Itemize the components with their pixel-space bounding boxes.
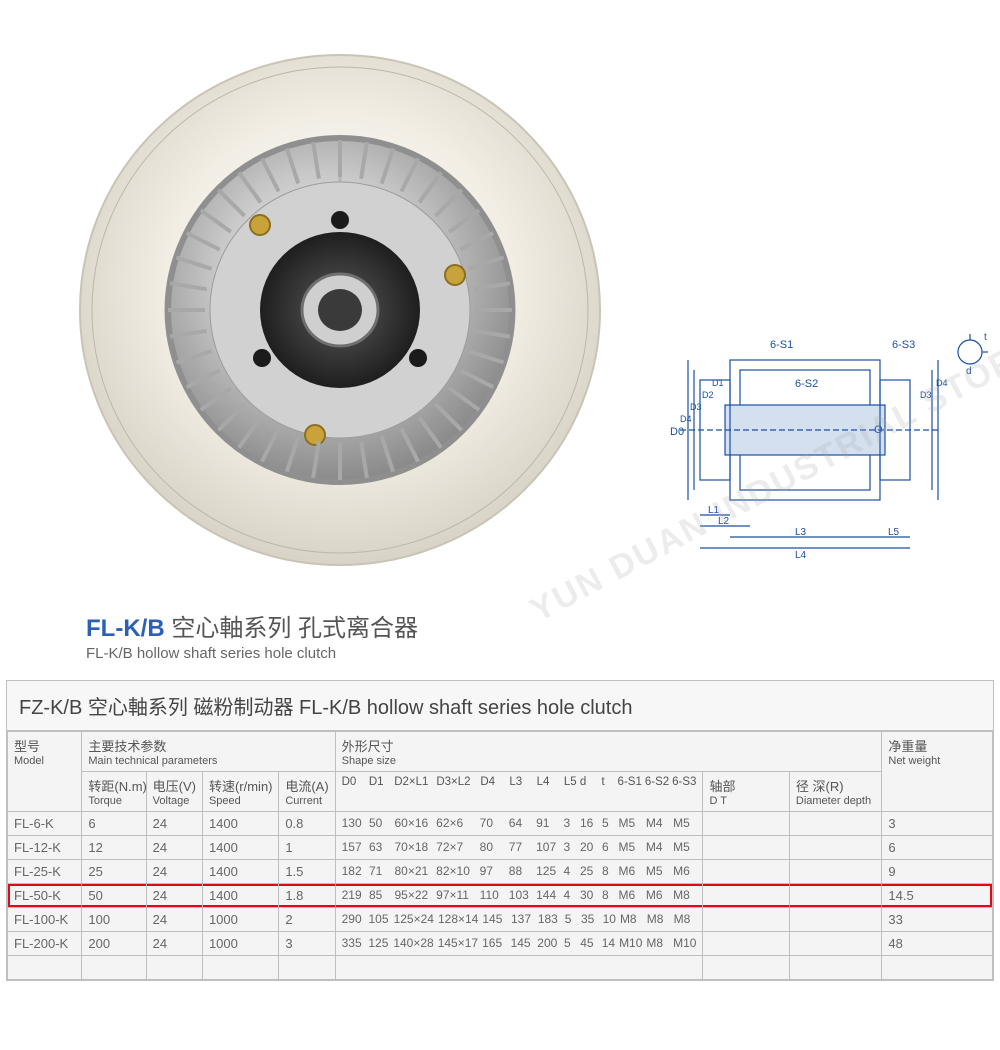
product-title: FL-K/B 空心軸系列 孔式离合器 FL-K/B hollow shaft s… bbox=[86, 608, 418, 662]
hdr-speed: 转速(r/min) Speed bbox=[202, 772, 278, 812]
label-s1: 6-S1 bbox=[770, 339, 793, 351]
table-row: FL-100-K1002410002290105125×24128×141451… bbox=[8, 908, 993, 932]
hdr-voltage: 电压(V) Voltage bbox=[146, 772, 202, 812]
label-o: O bbox=[874, 424, 883, 436]
hdr-torque: 转距(N.m) Torque bbox=[82, 772, 146, 812]
hdr-shape-cols: D0D1D2×L1D3×L2D4L3L4L5dt6-S16-S26-S3 bbox=[335, 772, 703, 812]
hdr-current: 电流(A) Current bbox=[279, 772, 335, 812]
table-row: FL-25-K252414001.51827180×2182×109788125… bbox=[8, 860, 993, 884]
table-row: FL-50-K502414001.82198595×2297×111101031… bbox=[8, 884, 993, 908]
title-cn: 空心軸系列 孔式离合器 bbox=[171, 615, 418, 642]
label-t: t bbox=[984, 332, 987, 343]
hdr-model: 型号 Model bbox=[8, 732, 82, 812]
label-l5: L5 bbox=[888, 527, 900, 538]
product-photo bbox=[40, 20, 620, 580]
title-prefix: FL-K/B bbox=[86, 615, 165, 642]
label-d3: D3 bbox=[690, 402, 702, 412]
label-d4b: D4 bbox=[936, 378, 948, 388]
label-s2: 6-S2 bbox=[795, 378, 818, 390]
table-title: FZ-K/B 空心軸系列 磁粉制动器 FL-K/B hollow shaft s… bbox=[7, 681, 993, 731]
hdr-shape: 外形尺寸 Shape size bbox=[335, 732, 882, 772]
label-l2: L2 bbox=[718, 516, 730, 527]
label-l4: L4 bbox=[795, 550, 807, 560]
label-l1: L1 bbox=[708, 505, 720, 516]
table-row: FL-12-K1224140011576370×1872×78077107320… bbox=[8, 836, 993, 860]
title-sub: FL-K/B hollow shaft series hole clutch bbox=[86, 645, 418, 662]
label-l3: L3 bbox=[795, 527, 807, 538]
table-row: FL-200-K2002410003335125140×28145×171651… bbox=[8, 932, 993, 956]
table-row: FL-6-K62414000.81305060×1662×67064913165… bbox=[8, 812, 993, 836]
hdr-netweight: 净重量 Net weight bbox=[882, 732, 993, 812]
label-d2: D2 bbox=[702, 390, 714, 400]
hdr-dd: 径 深(R) Diameter depth bbox=[789, 772, 881, 812]
hdr-main-params: 主要技术参数 Main technical parameters bbox=[82, 732, 335, 772]
label-d0: D0 bbox=[670, 426, 684, 438]
label-d1: D1 bbox=[712, 378, 724, 388]
hdr-dt: 轴部 D T bbox=[703, 772, 789, 812]
dimension-diagram: 6-S1 6-S2 6-S3 D0 D4 D3 D2 D1 O D3 D4 L1… bbox=[640, 330, 990, 560]
label-d: d bbox=[966, 366, 972, 377]
table-row-empty bbox=[8, 956, 993, 980]
spec-table: 型号 Model 主要技术参数 Main technical parameter… bbox=[7, 731, 993, 980]
label-d3b: D3 bbox=[920, 390, 932, 400]
spec-table-container: FZ-K/B 空心軸系列 磁粉制动器 FL-K/B hollow shaft s… bbox=[6, 680, 994, 981]
label-s3: 6-S3 bbox=[892, 339, 915, 351]
label-d4: D4 bbox=[680, 414, 692, 424]
